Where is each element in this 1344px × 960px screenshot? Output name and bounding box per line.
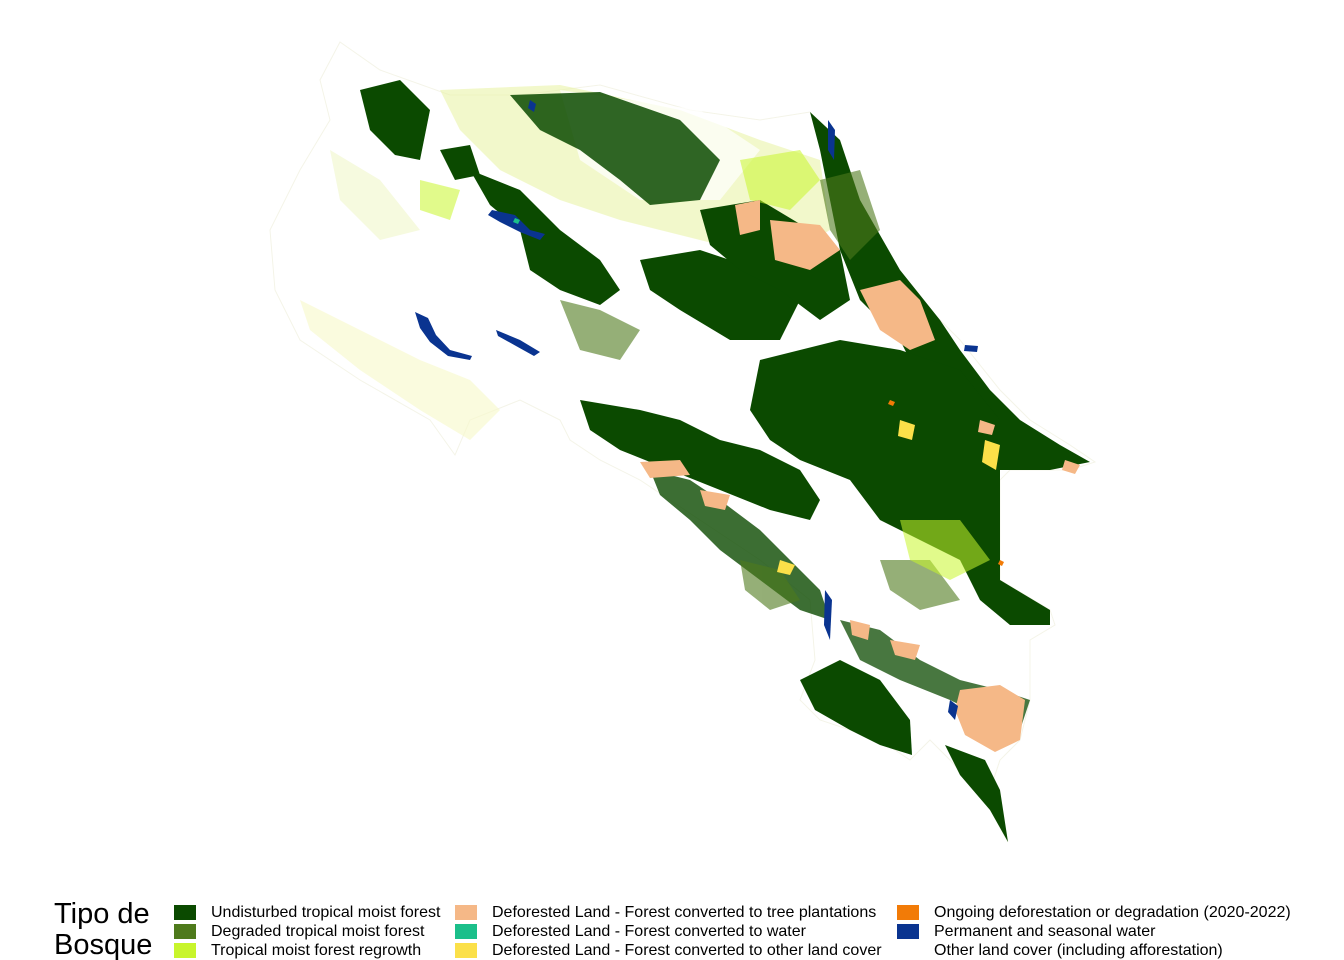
map-legend: Tipo de Bosque Undisturbed tropical mois… <box>0 895 1344 960</box>
costa-rica-forest-map <box>269 41 1097 843</box>
legend-label: Permanent and seasonal water <box>934 923 1156 940</box>
legend-label: Ongoing deforestation or degradation (20… <box>934 904 1291 921</box>
nicoya-regrowth <box>300 150 500 440</box>
legend-swatch <box>455 905 477 920</box>
legend-swatch <box>174 905 196 920</box>
legend-label: Deforested Land - Forest converted to tr… <box>492 904 877 921</box>
converted-other-land-cover <box>777 420 1000 575</box>
legend-swatch <box>174 924 196 939</box>
legend-swatch <box>897 943 919 958</box>
legend-label: Other land cover (including afforestatio… <box>934 942 1223 959</box>
legend-label: Degraded tropical moist forest <box>211 923 425 940</box>
legend-label: Deforested Land - Forest converted to ot… <box>492 942 882 959</box>
legend-label: Undisturbed tropical moist forest <box>211 904 441 921</box>
legend-swatch <box>174 943 196 958</box>
permanent-water <box>415 100 978 720</box>
converted-to-water <box>513 218 520 224</box>
legend-label: Tropical moist forest regrowth <box>211 942 422 959</box>
tree-plantations <box>640 200 1080 752</box>
degraded-forest <box>560 170 960 610</box>
ongoing-deforestation <box>888 400 1004 566</box>
forest-regrowth <box>420 150 990 580</box>
legend-label: Deforested Land - Forest converted to wa… <box>492 923 806 940</box>
legend-swatch <box>897 905 919 920</box>
legend-title: Tipo de Bosque <box>54 898 153 960</box>
legend-swatch <box>897 924 919 939</box>
legend-swatch <box>455 943 477 958</box>
legend-swatch <box>455 924 477 939</box>
map-panel <box>269 41 1097 843</box>
